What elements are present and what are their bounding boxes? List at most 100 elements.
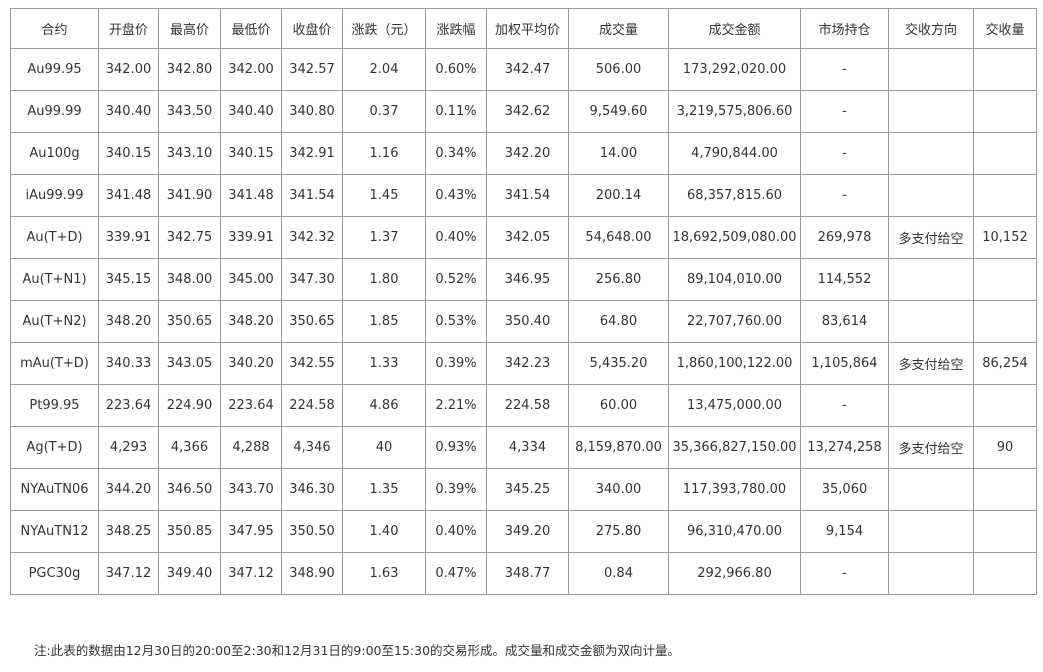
cell: - [800,384,889,427]
cell: 35,060 [800,468,889,511]
cell: 40 [342,426,426,469]
cell: 117,393,780.00 [668,468,801,511]
cell: mAu(T+D) [10,342,99,385]
cell: 0.34% [425,132,487,175]
cell: 3,219,575,806.60 [668,90,801,133]
cell: 60.00 [568,384,669,427]
cell: 340.00 [568,468,669,511]
header-cell: 收盘价 [281,8,343,49]
cell: - [800,90,889,133]
cell: 0.93% [425,426,487,469]
cell: 2.21% [425,384,487,427]
cell: 350.65 [158,300,221,343]
cell: 340.15 [98,132,159,175]
header-row: 合约 开盘价 最高价 最低价 收盘价 涨跌（元） 涨跌幅 加权平均价 成交量 成交金额 市场持仓 交收… [10,8,1037,49]
cell: 345.15 [98,258,159,301]
cell: 346.50 [158,468,221,511]
cell: 1.85 [342,300,426,343]
cell: 506.00 [568,48,669,91]
cell: 4,334 [486,426,569,469]
cell: 341.54 [281,174,343,217]
cell: 96,310,470.00 [668,510,801,553]
cell: 4,288 [220,426,282,469]
cell: 35,366,827,150.00 [668,426,801,469]
cell: Ag(T+D) [10,426,99,469]
cell: 9,549.60 [568,90,669,133]
cell: 341.48 [220,174,282,217]
cell: 342.00 [220,48,282,91]
cell: 339.91 [98,216,159,259]
cell: 342.20 [486,132,569,175]
cell [973,132,1037,175]
cell: 349.20 [486,510,569,553]
cell: 0.53% [425,300,487,343]
cell: 348.20 [220,300,282,343]
cell: 83,614 [800,300,889,343]
data-row: Ag(T+D) 4,293 4,366 4,288 4,346 40 0.93% 4,334 8… [10,426,1037,469]
cell [973,48,1037,91]
cell: 348.20 [98,300,159,343]
cell [888,552,974,595]
cell: 350.50 [281,510,343,553]
header-cell: 涨跌（元） [342,8,426,49]
cell: 4.86 [342,384,426,427]
cell: 114,552 [800,258,889,301]
cell: 343.50 [158,90,221,133]
cell: 350.40 [486,300,569,343]
cell: 342.47 [486,48,569,91]
cell: 64.80 [568,300,669,343]
data-row: mAu(T+D) 340.33 343.05 340.20 342.55 1.33 0.39… [10,342,1037,385]
cell: 348.77 [486,552,569,595]
cell: 342.75 [158,216,221,259]
cell: PGC30g [10,552,99,595]
data-row: Au(T+N1) 345.15 348.00 345.00 347.30 1.80 0.52… [10,258,1037,301]
cell: - [800,174,889,217]
cell: 13,475,000.00 [668,384,801,427]
cell: 0.52% [425,258,487,301]
cell: 343.05 [158,342,221,385]
cell: 339.91 [220,216,282,259]
cell: NYAuTN12 [10,510,99,553]
cell: 1.35 [342,468,426,511]
cell: 1.80 [342,258,426,301]
cell: iAu99.99 [10,174,99,217]
cell: 14.00 [568,132,669,175]
cell: 341.54 [486,174,569,217]
cell: 345.25 [486,468,569,511]
cell: 0.40% [425,510,487,553]
header-cell: 加权平均价 [486,8,569,49]
cell: 347.12 [98,552,159,595]
data-row: Au99.95 342.00 342.80 342.00 342.57 2.04 0.60%… [10,48,1037,91]
data-row: Au99.99 340.40 343.50 340.40 340.80 0.37 0.11%… [10,90,1037,133]
cell: 224.90 [158,384,221,427]
cell: 348.00 [158,258,221,301]
cell: 224.58 [281,384,343,427]
cell: Au100g [10,132,99,175]
cell: 89,104,010.00 [668,258,801,301]
cell [888,510,974,553]
cell: 多支付给空 [888,216,974,259]
cell: 341.90 [158,174,221,217]
cell: 1.16 [342,132,426,175]
cell [973,552,1037,595]
cell: 0.37 [342,90,426,133]
cell: 275.80 [568,510,669,553]
header-cell: 合约 [10,8,99,49]
cell [973,90,1037,133]
data-row: Au100g 340.15 343.10 340.15 342.91 1.16 0.34% 3… [10,132,1037,175]
cell: 269,978 [800,216,889,259]
cell: 344.20 [98,468,159,511]
cell: Au(T+N1) [10,258,99,301]
header-cell: 成交量 [568,8,669,49]
cell [973,384,1037,427]
cell: 341.48 [98,174,159,217]
data-row: PGC30g 347.12 349.40 347.12 348.90 1.63 0.47% 3… [10,552,1037,595]
cell [888,48,974,91]
cell: 13,274,258 [800,426,889,469]
cell: 2.04 [342,48,426,91]
cell: 342.91 [281,132,343,175]
header-cell: 市场持仓 [800,8,889,49]
header-cell: 成交金额 [668,8,801,49]
cell: 340.40 [98,90,159,133]
